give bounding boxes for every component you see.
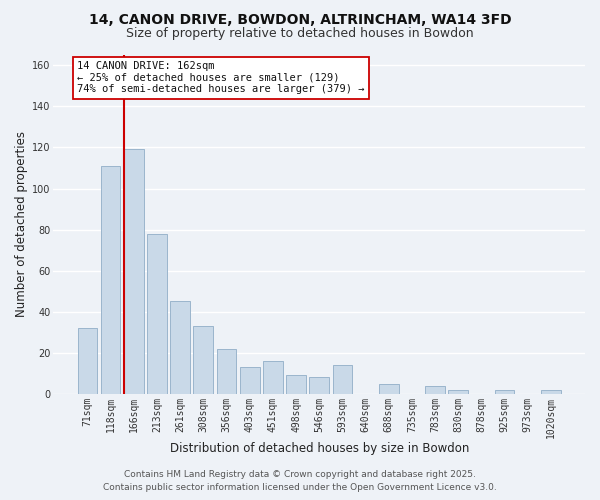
Bar xyxy=(541,390,561,394)
Bar xyxy=(147,234,167,394)
Bar xyxy=(448,390,468,394)
Text: Contains HM Land Registry data © Crown copyright and database right 2025.
Contai: Contains HM Land Registry data © Crown c… xyxy=(103,470,497,492)
X-axis label: Distribution of detached houses by size in Bowdon: Distribution of detached houses by size … xyxy=(170,442,469,455)
Bar xyxy=(193,326,213,394)
Bar xyxy=(217,348,236,394)
Text: 14, CANON DRIVE, BOWDON, ALTRINCHAM, WA14 3FD: 14, CANON DRIVE, BOWDON, ALTRINCHAM, WA1… xyxy=(89,12,511,26)
Bar xyxy=(240,367,260,394)
Bar xyxy=(425,386,445,394)
Y-axis label: Number of detached properties: Number of detached properties xyxy=(15,132,28,318)
Bar xyxy=(286,376,306,394)
Text: Size of property relative to detached houses in Bowdon: Size of property relative to detached ho… xyxy=(126,28,474,40)
Bar xyxy=(310,378,329,394)
Bar xyxy=(263,361,283,394)
Bar xyxy=(170,302,190,394)
Bar xyxy=(379,384,398,394)
Text: 14 CANON DRIVE: 162sqm
← 25% of detached houses are smaller (129)
74% of semi-de: 14 CANON DRIVE: 162sqm ← 25% of detached… xyxy=(77,61,365,94)
Bar xyxy=(101,166,121,394)
Bar xyxy=(77,328,97,394)
Bar xyxy=(495,390,514,394)
Bar xyxy=(124,150,143,394)
Bar xyxy=(332,365,352,394)
